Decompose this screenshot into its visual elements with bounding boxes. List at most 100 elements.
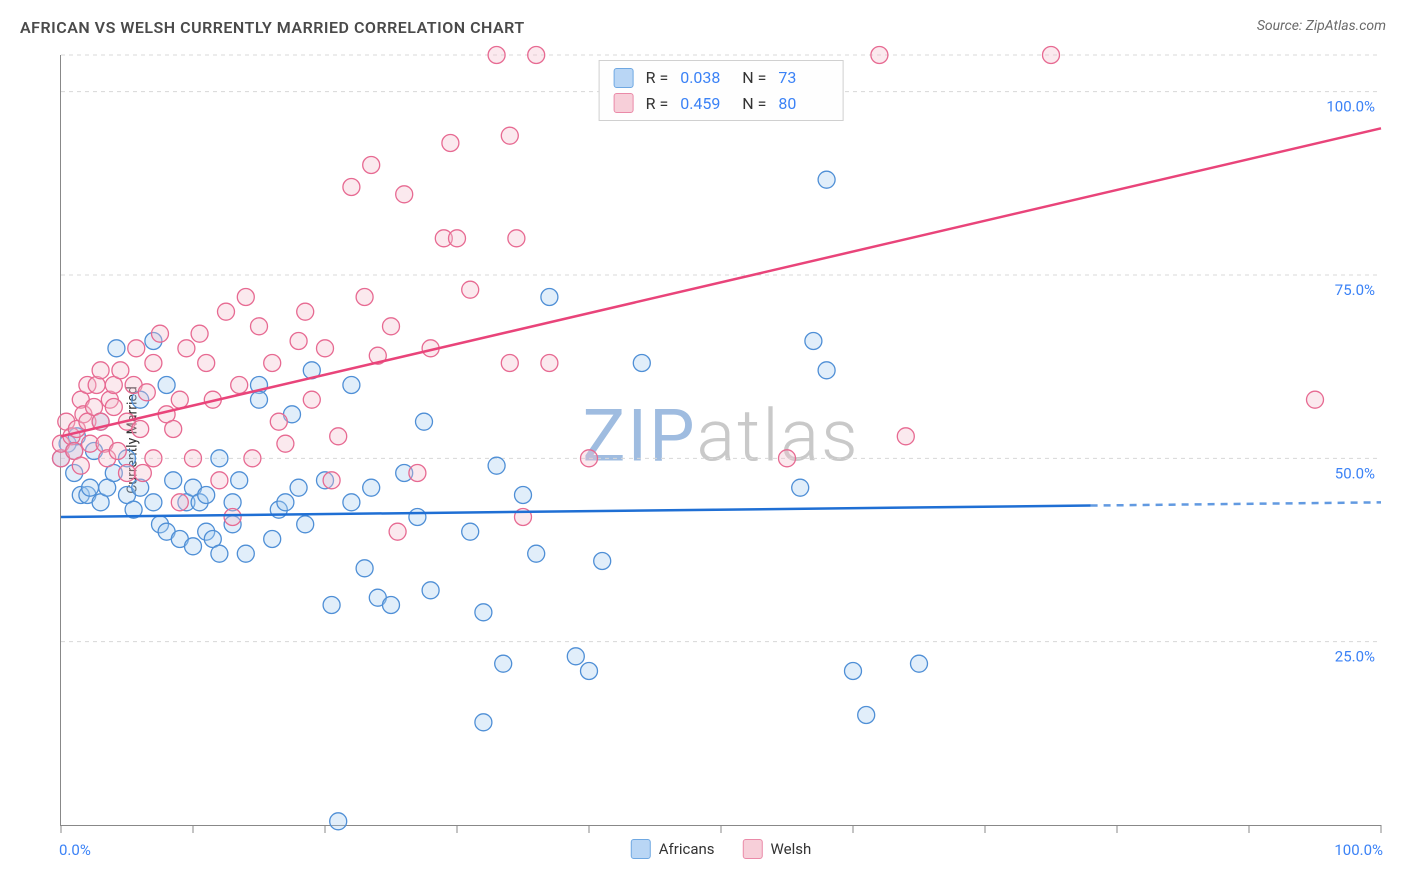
data-point bbox=[475, 604, 492, 621]
data-point bbox=[409, 509, 426, 526]
chart-svg: 25.0% 50.0% 75.0% 100.0% bbox=[61, 55, 1381, 825]
data-point bbox=[323, 597, 340, 614]
x-axis-min-label: 0.0% bbox=[59, 841, 91, 859]
data-point bbox=[363, 479, 380, 496]
legend-swatch bbox=[743, 839, 763, 859]
series-swatch bbox=[614, 93, 634, 113]
data-point bbox=[178, 340, 195, 357]
plot-area: Currently Married ZIPatlas 25.0%50.0%75.… bbox=[60, 55, 1381, 826]
data-point bbox=[237, 289, 254, 306]
data-point bbox=[297, 303, 314, 320]
data-point bbox=[270, 413, 287, 430]
data-point bbox=[112, 362, 129, 379]
correlation-row: R =0.038N =73 bbox=[614, 65, 829, 91]
data-point bbox=[581, 450, 598, 467]
data-point bbox=[501, 127, 518, 144]
data-point bbox=[92, 362, 109, 379]
n-value: 80 bbox=[778, 91, 828, 117]
data-point bbox=[475, 714, 492, 731]
y-tick-label: 100.0% bbox=[1326, 98, 1375, 116]
data-point bbox=[495, 655, 512, 672]
data-point bbox=[594, 553, 611, 570]
data-point bbox=[897, 428, 914, 445]
data-point bbox=[317, 340, 334, 357]
data-point bbox=[145, 450, 162, 467]
y-tick-label: 25.0% bbox=[1335, 648, 1375, 666]
data-point bbox=[134, 465, 151, 482]
data-point bbox=[356, 289, 373, 306]
data-point bbox=[818, 362, 835, 379]
n-label: N = bbox=[742, 91, 766, 117]
data-point bbox=[251, 318, 268, 335]
regression-line bbox=[61, 128, 1381, 436]
legend-label: Welsh bbox=[771, 840, 812, 858]
data-point bbox=[858, 707, 875, 724]
data-point bbox=[528, 47, 545, 64]
data-point bbox=[128, 340, 145, 357]
data-point bbox=[323, 472, 340, 489]
data-point bbox=[330, 813, 347, 830]
data-point bbox=[389, 523, 406, 540]
data-point bbox=[72, 457, 89, 474]
data-point bbox=[462, 523, 479, 540]
legend-label: Africans bbox=[659, 840, 715, 858]
data-point bbox=[1307, 391, 1324, 408]
y-tick-label: 50.0% bbox=[1335, 464, 1375, 482]
data-point bbox=[152, 325, 169, 342]
data-point bbox=[171, 391, 188, 408]
legend: Africans Welsh bbox=[631, 839, 811, 859]
data-point bbox=[541, 289, 558, 306]
series-swatch bbox=[614, 68, 634, 88]
data-point bbox=[119, 465, 136, 482]
regression-line-dashed bbox=[1091, 502, 1381, 505]
data-point bbox=[244, 450, 261, 467]
data-point bbox=[501, 355, 518, 372]
data-point bbox=[185, 538, 202, 555]
data-point bbox=[409, 465, 426, 482]
data-point bbox=[109, 443, 126, 460]
data-point bbox=[108, 340, 125, 357]
data-point bbox=[383, 318, 400, 335]
data-point bbox=[541, 355, 558, 372]
data-point bbox=[633, 355, 650, 372]
data-point bbox=[185, 450, 202, 467]
data-point bbox=[211, 545, 228, 562]
data-point bbox=[132, 421, 149, 438]
data-point bbox=[805, 333, 822, 350]
data-point bbox=[145, 494, 162, 511]
data-point bbox=[779, 450, 796, 467]
r-value: 0.038 bbox=[680, 65, 730, 91]
data-point bbox=[422, 582, 439, 599]
data-point bbox=[224, 509, 241, 526]
data-point bbox=[158, 377, 175, 394]
data-point bbox=[567, 648, 584, 665]
data-point bbox=[218, 303, 235, 320]
data-point bbox=[303, 391, 320, 408]
data-point bbox=[449, 230, 466, 247]
data-point bbox=[198, 487, 215, 504]
data-point bbox=[416, 413, 433, 430]
r-label: R = bbox=[646, 91, 669, 117]
data-point bbox=[82, 479, 99, 496]
n-label: N = bbox=[742, 65, 766, 91]
source-label: Source: ZipAtlas.com bbox=[1257, 18, 1386, 34]
data-point bbox=[237, 545, 254, 562]
data-point bbox=[462, 281, 479, 298]
data-point bbox=[171, 494, 188, 511]
data-point bbox=[165, 421, 182, 438]
data-point bbox=[792, 479, 809, 496]
data-point bbox=[198, 355, 215, 372]
data-point bbox=[264, 531, 281, 548]
data-point bbox=[488, 47, 505, 64]
legend-item: Africans bbox=[631, 839, 715, 859]
data-point bbox=[818, 171, 835, 188]
data-point bbox=[363, 157, 380, 174]
data-point bbox=[211, 450, 228, 467]
data-point bbox=[251, 391, 268, 408]
data-point bbox=[911, 655, 928, 672]
legend-item: Welsh bbox=[743, 839, 812, 859]
data-point bbox=[845, 663, 862, 680]
y-tick-label: 75.0% bbox=[1335, 281, 1375, 299]
data-point bbox=[356, 560, 373, 577]
correlation-box: R =0.038N =73R =0.459N =80 bbox=[599, 60, 844, 121]
